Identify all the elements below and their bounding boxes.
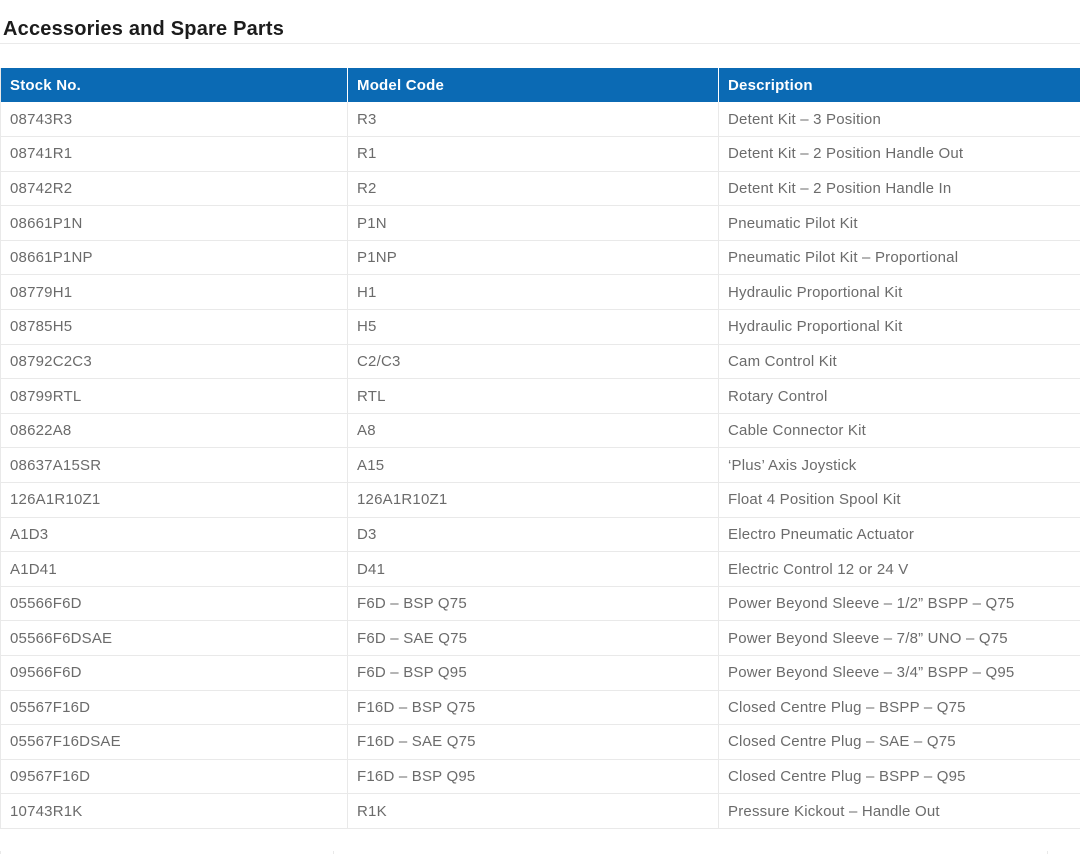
model-code-cell: H5 — [347, 309, 719, 345]
model-code-cell: R1 — [347, 136, 719, 172]
model-code-cell: D41 — [347, 551, 719, 587]
description-cell: Cam Control Kit — [718, 344, 1080, 380]
table-row: 10743R1K R1K Pressure Kickout – Handle Out — [0, 793, 1080, 829]
accessories-table: Stock No. Model Code Description 08743R3… — [0, 68, 1080, 829]
description-cell: Electric Control 12 or 24 V — [718, 551, 1080, 587]
description-cell: Power Beyond Sleeve – 3/4” BSPP – Q95 — [718, 655, 1080, 691]
model-code-cell: P1N — [347, 205, 719, 241]
table-row: 08799RTL RTL Rotary Control — [0, 378, 1080, 414]
stock-no-cell: 05567F16DSAE — [0, 724, 348, 760]
table-row: 05567F16D F16D – BSP Q75 Closed Centre Plu… — [0, 690, 1080, 726]
description-cell: Float 4 Position Spool Kit — [718, 482, 1080, 518]
title-divider — [0, 43, 1080, 44]
stock-no-cell: 08637A15SR — [0, 447, 348, 484]
table-row: 126A1R10Z1 126A1R10Z1 Float 4 Position Spo… — [0, 482, 1080, 518]
page-title: Accessories and Spare Parts — [3, 18, 285, 41]
table-row: 08785H5 H5 Hydraulic Proportional Kit — [0, 309, 1080, 345]
model-code-cell: R2 — [347, 171, 719, 207]
model-code-cell: D3 — [347, 517, 719, 553]
model-code-cell: F16D – BSP Q75 — [347, 690, 719, 726]
description-cell: Closed Centre Plug – BSPP – Q75 — [718, 690, 1080, 726]
description-cell: Hydraulic Proportional Kit — [718, 309, 1080, 345]
model-code-cell: R3 — [347, 102, 719, 138]
model-code-cell: A8 — [347, 413, 719, 449]
table-row: 05567F16DSAE F16D – SAE Q75 Closed Centre … — [0, 724, 1080, 760]
stock-no-cell: 05566F6D — [0, 586, 348, 622]
description-cell: Closed Centre Plug – BSPP – Q95 — [718, 759, 1080, 795]
model-code-cell: F6D – SAE Q75 — [347, 620, 719, 656]
stock-no-cell: 09566F6D — [0, 655, 348, 691]
model-code-cell: C2/C3 — [347, 344, 719, 380]
stock-no-cell: 08799RTL — [0, 378, 348, 414]
table-row: 05566F6DSAE F6D – SAE Q75 Power Beyond Sle… — [0, 620, 1080, 656]
description-cell: Electro Pneumatic Actuator — [718, 517, 1080, 553]
stock-no-cell: 10743R1K — [0, 793, 348, 829]
column-header-description: Description — [718, 68, 1080, 102]
description-cell: Pressure Kickout – Handle Out — [718, 793, 1080, 829]
partial-row-divider — [1047, 851, 1048, 854]
table-row: 09567F16D F16D – BSP Q95 Closed Centre Plu… — [0, 759, 1080, 795]
stock-no-cell: 08622A8 — [0, 413, 348, 449]
column-header-stock-no: Stock No. — [0, 68, 348, 102]
model-code-cell: R1K — [347, 793, 719, 829]
model-code-cell: A15 — [347, 447, 719, 484]
table-row: 08779H1 H1 Hydraulic Proportional Kit — [0, 274, 1080, 311]
description-cell: Hydraulic Proportional Kit — [718, 274, 1080, 311]
stock-no-cell: 08743R3 — [0, 102, 348, 138]
stock-no-cell: A1D41 — [0, 551, 348, 587]
description-cell: ‘Plus’ Axis Joystick — [718, 447, 1080, 484]
table-row: 09566F6D F6D – BSP Q95 Power Beyond Sleeve… — [0, 655, 1080, 691]
model-code-cell: F6D – BSP Q95 — [347, 655, 719, 691]
table-row: 08743R3 R3 Detent Kit – 3 Position — [0, 102, 1080, 138]
model-code-cell: P1NP — [347, 240, 719, 276]
table-row: 08637A15SR A15 ‘Plus’ Axis Joystick — [0, 447, 1080, 484]
description-cell: Detent Kit – 3 Position — [718, 102, 1080, 138]
model-code-cell: F16D – BSP Q95 — [347, 759, 719, 795]
description-cell: Power Beyond Sleeve – 7/8” UNO – Q75 — [718, 620, 1080, 656]
table-row: 08741R1 R1 Detent Kit – 2 Position Handle … — [0, 136, 1080, 172]
model-code-cell: H1 — [347, 274, 719, 311]
table-row: 08742R2 R2 Detent Kit – 2 Position Handle … — [0, 171, 1080, 207]
stock-no-cell: 09567F16D — [0, 759, 348, 795]
stock-no-cell: 126A1R10Z1 — [0, 482, 348, 518]
description-cell: Pneumatic Pilot Kit — [718, 205, 1080, 241]
table-body: 08743R3 R3 Detent Kit – 3 Position 08741R1 R… — [0, 102, 1080, 829]
table-row: 08792C2C3 C2/C3 Cam Control Kit — [0, 344, 1080, 380]
partial-row-divider — [333, 851, 334, 854]
table-row: 08661P1N P1N Pneumatic Pilot Kit — [0, 205, 1080, 241]
description-cell: Power Beyond Sleeve – 1/2” BSPP – Q75 — [718, 586, 1080, 622]
model-code-cell: RTL — [347, 378, 719, 414]
stock-no-cell: 08742R2 — [0, 171, 348, 207]
stock-no-cell: 08779H1 — [0, 274, 348, 311]
stock-no-cell: 05566F6DSAE — [0, 620, 348, 656]
table-header: Stock No. Model Code Description — [0, 68, 1080, 102]
description-cell: Pneumatic Pilot Kit – Proportional — [718, 240, 1080, 276]
header-row: Stock No. Model Code Description — [0, 68, 1080, 102]
table-row: 08622A8 A8 Cable Connector Kit — [0, 413, 1080, 449]
table-row: 05566F6D F6D – BSP Q75 Power Beyond Sleeve… — [0, 586, 1080, 622]
stock-no-cell: 08741R1 — [0, 136, 348, 172]
description-cell: Cable Connector Kit — [718, 413, 1080, 449]
column-header-model-code: Model Code — [347, 68, 719, 102]
model-code-cell: 126A1R10Z1 — [347, 482, 719, 518]
stock-no-cell: 08661P1NP — [0, 240, 348, 276]
stock-no-cell: 08792C2C3 — [0, 344, 348, 380]
model-code-cell: F16D – SAE Q75 — [347, 724, 719, 760]
description-cell: Detent Kit – 2 Position Handle Out — [718, 136, 1080, 172]
description-cell: Closed Centre Plug – SAE – Q75 — [718, 724, 1080, 760]
table-row: A1D3 D3 Electro Pneumatic Actuator — [0, 517, 1080, 553]
partial-next-row — [0, 851, 1080, 854]
stock-no-cell: 08661P1N — [0, 205, 348, 241]
description-cell: Rotary Control — [718, 378, 1080, 414]
stock-no-cell: 08785H5 — [0, 309, 348, 345]
table-row: A1D41 D41 Electric Control 12 or 24 V — [0, 551, 1080, 587]
model-code-cell: F6D – BSP Q75 — [347, 586, 719, 622]
stock-no-cell: A1D3 — [0, 517, 348, 553]
table-row: 08661P1NP P1NP Pneumatic Pilot Kit – Propo… — [0, 240, 1080, 276]
description-cell: Detent Kit – 2 Position Handle In — [718, 171, 1080, 207]
stock-no-cell: 05567F16D — [0, 690, 348, 726]
